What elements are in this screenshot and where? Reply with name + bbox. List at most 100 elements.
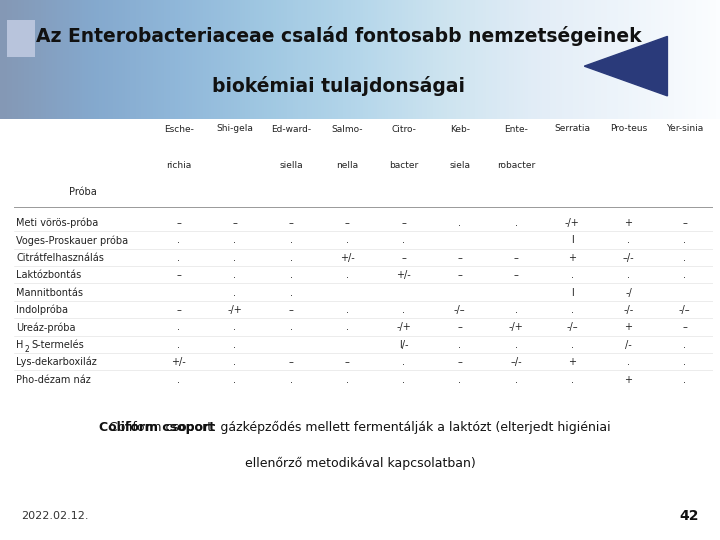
Text: -/–: -/– xyxy=(454,305,466,315)
Text: .: . xyxy=(402,357,405,367)
Text: –: – xyxy=(513,270,518,280)
Polygon shape xyxy=(585,36,667,96)
Text: -/+: -/+ xyxy=(396,322,411,332)
Text: S-termelés: S-termelés xyxy=(31,340,84,350)
Text: -/–: -/– xyxy=(679,305,690,315)
Text: .: . xyxy=(515,340,518,350)
Text: –: – xyxy=(176,218,181,228)
Text: .: . xyxy=(627,270,630,280)
Text: Próba: Próba xyxy=(68,187,96,197)
Text: .: . xyxy=(459,218,462,228)
Text: Meti vörös-próba: Meti vörös-próba xyxy=(17,218,99,228)
Text: .: . xyxy=(177,375,180,384)
Text: biokémiai tulajdonságai: biokémiai tulajdonságai xyxy=(212,76,465,96)
Text: siella: siella xyxy=(279,161,303,170)
Text: .: . xyxy=(233,235,236,245)
Text: .: . xyxy=(515,375,518,384)
Text: –: – xyxy=(457,270,462,280)
Text: l: l xyxy=(571,288,574,298)
Text: Mannitbontás: Mannitbontás xyxy=(17,288,84,298)
Text: +: + xyxy=(624,322,632,332)
Text: .: . xyxy=(683,340,686,350)
Text: –: – xyxy=(401,218,406,228)
Text: –/-: –/- xyxy=(623,253,634,263)
Text: .: . xyxy=(402,305,405,315)
Text: Shi-gela: Shi-gela xyxy=(217,124,253,133)
Text: .: . xyxy=(683,357,686,367)
Text: –: – xyxy=(683,218,687,228)
Text: –/-: –/- xyxy=(510,357,522,367)
Text: –: – xyxy=(345,218,350,228)
Text: .: . xyxy=(683,253,686,263)
Text: Citrátfelhasználás: Citrátfelhasználás xyxy=(17,253,104,263)
Text: Ente-: Ente- xyxy=(504,125,528,133)
Text: .: . xyxy=(459,340,462,350)
Text: richia: richia xyxy=(166,161,192,170)
Text: Serratia: Serratia xyxy=(554,124,590,133)
Text: +: + xyxy=(568,357,576,367)
Text: .: . xyxy=(289,235,292,245)
Text: –: – xyxy=(457,253,462,263)
Text: –: – xyxy=(457,357,462,367)
Text: .: . xyxy=(683,235,686,245)
Text: –: – xyxy=(289,218,294,228)
Text: .: . xyxy=(289,375,292,384)
Text: .: . xyxy=(177,340,180,350)
Text: .: . xyxy=(515,305,518,315)
Text: .: . xyxy=(233,375,236,384)
Text: .: . xyxy=(571,305,574,315)
Text: .: . xyxy=(346,270,349,280)
Text: .: . xyxy=(177,253,180,263)
Text: Laktózbontás: Laktózbontás xyxy=(17,270,82,280)
Text: .: . xyxy=(177,322,180,332)
Text: +/-: +/- xyxy=(396,270,411,280)
Text: –: – xyxy=(683,322,687,332)
Text: .: . xyxy=(233,253,236,263)
Text: l/-: l/- xyxy=(399,340,408,350)
Text: Coliform csoport: Coliform csoport xyxy=(99,421,215,434)
Text: +: + xyxy=(568,253,576,263)
Text: .: . xyxy=(571,270,574,280)
Text: nella: nella xyxy=(336,161,359,170)
Text: Esche-: Esche- xyxy=(163,125,194,133)
Text: Coliform csoport: gázképződés mellett fermentálják a laktózt (elterjedt higiénia: Coliform csoport: gázképződés mellett fe… xyxy=(109,421,611,434)
Text: .: . xyxy=(233,357,236,367)
Text: Pro-teus: Pro-teus xyxy=(610,124,647,133)
Text: .: . xyxy=(627,235,630,245)
Text: Az Enterobacteriaceae család fontosabb nemzetségeinek: Az Enterobacteriaceae család fontosabb n… xyxy=(35,25,642,46)
Text: ellenőrző metodikával kapcsolatban): ellenőrző metodikával kapcsolatban) xyxy=(245,457,475,470)
Text: Yer-sinia: Yer-sinia xyxy=(666,124,703,133)
Text: siela: siela xyxy=(449,161,470,170)
Text: Voges-Proskauer próba: Voges-Proskauer próba xyxy=(17,235,129,246)
Text: .: . xyxy=(571,340,574,350)
Text: –: – xyxy=(457,322,462,332)
Text: –: – xyxy=(233,218,238,228)
Text: .: . xyxy=(683,375,686,384)
Text: 2022.02.12.: 2022.02.12. xyxy=(22,511,89,521)
Text: –: – xyxy=(176,305,181,315)
Text: .: . xyxy=(571,375,574,384)
Text: 2: 2 xyxy=(25,345,30,354)
Text: +/-: +/- xyxy=(171,357,186,367)
Text: .: . xyxy=(346,305,349,315)
Text: .: . xyxy=(233,322,236,332)
Text: .: . xyxy=(233,288,236,298)
Text: +: + xyxy=(624,218,632,228)
Text: robacter: robacter xyxy=(497,161,535,170)
Text: -/-: -/- xyxy=(624,305,634,315)
Text: Pho-dézam náz: Pho-dézam náz xyxy=(17,375,91,384)
Text: –: – xyxy=(513,253,518,263)
Text: Ed-ward-: Ed-ward- xyxy=(271,125,311,133)
Text: –: – xyxy=(345,357,350,367)
Text: .: . xyxy=(402,235,405,245)
Text: l: l xyxy=(571,235,574,245)
Text: –: – xyxy=(289,357,294,367)
Text: -/+: -/+ xyxy=(508,322,523,332)
Text: Salmo-: Salmo- xyxy=(332,125,363,133)
Text: Ureáz-próba: Ureáz-próba xyxy=(17,322,76,333)
Text: .: . xyxy=(233,270,236,280)
Text: .: . xyxy=(402,375,405,384)
Text: /-: /- xyxy=(625,340,632,350)
Text: .: . xyxy=(683,270,686,280)
Text: .: . xyxy=(627,357,630,367)
